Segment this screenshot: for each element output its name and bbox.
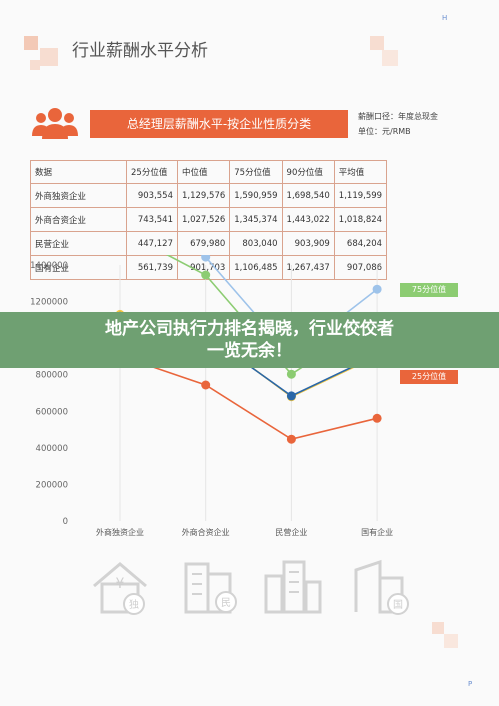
data-point <box>286 434 296 444</box>
decor-square <box>382 50 398 66</box>
table-cell: 903,909 <box>281 231 335 256</box>
decor-square <box>40 48 58 66</box>
currency-unit: 单位：元/RMB <box>358 127 411 136</box>
x-tick-label: 外商合资企业 <box>182 527 230 537</box>
table-cell: 561,739 <box>126 255 178 280</box>
row-label: 外商合资企业 <box>30 207 127 232</box>
column-header: 中位值 <box>176 160 231 184</box>
column-header: 25分位值 <box>126 160 178 184</box>
table-header-row: 数据 25分位值 中位值 75分位值 90分位值 平均值 <box>30 160 388 184</box>
table-cell: 684,204 <box>333 231 388 256</box>
badge-text: 独 <box>129 598 139 611</box>
table-cell: 907,086 <box>333 255 388 280</box>
table-cell: 1,027,526 <box>176 207 231 232</box>
section-banner: 总经理层薪酬水平-按企业性质分类 <box>90 110 348 138</box>
header-mark: H <box>442 14 448 22</box>
table-row: 国有企业 561,739 901,703 1,106,485 1,267,437… <box>30 255 388 280</box>
table-row: 外商合资企业 743,541 1,027,526 1,345,374 1,443… <box>30 207 388 232</box>
data-point <box>201 255 211 262</box>
banner-title: 总经理层薪酬水平-按企业性质分类 <box>126 117 312 131</box>
y-tick-label: 200000 <box>36 480 68 490</box>
x-tick-label: 外商独资企业 <box>96 527 144 537</box>
headline-line-2: 一览无余！ <box>207 341 292 361</box>
table-cell: 803,040 <box>229 231 283 256</box>
row-label: 外商独资企业 <box>30 183 127 208</box>
table-cell: 743,541 <box>126 207 178 232</box>
table-cell: 1,590,959 <box>229 183 283 208</box>
data-point <box>201 270 211 280</box>
city-icon <box>264 560 322 614</box>
column-header: 数据 <box>30 160 127 184</box>
table-cell: 1,119,599 <box>333 183 388 208</box>
state-building-icon: 国 <box>354 559 409 615</box>
row-label: 民营企业 <box>30 231 127 256</box>
y-tick-label: 600000 <box>36 407 68 417</box>
table-cell: 903,554 <box>126 183 178 208</box>
y-tick-label: 1400000 <box>30 261 68 271</box>
data-point <box>201 380 211 390</box>
salary-caliber: 薪酬口径：年度总现金 <box>358 112 438 121</box>
building-icon: 民 <box>184 562 237 614</box>
svg-text:¥: ¥ <box>116 576 125 592</box>
column-header: 平均值 <box>333 160 388 184</box>
badge-text: 国 <box>393 599 403 611</box>
salary-line-chart: 0200000400000600000800000100000012000001… <box>30 255 393 537</box>
series-line <box>119 355 378 441</box>
row-label: 国有企业 <box>30 255 127 280</box>
y-tick-label: 1200000 <box>30 298 68 308</box>
x-tick-label: 国有企业 <box>361 527 393 537</box>
page-title: 行业薪酬水平分析 <box>72 41 208 61</box>
table-row: 民营企业 447,127 679,980 803,040 903,909 684… <box>30 231 388 256</box>
decor-square <box>30 60 40 70</box>
y-tick-label: 800000 <box>36 371 68 381</box>
table-row: 外商独资企业 903,554 1,129,576 1,590,959 1,698… <box>30 183 388 208</box>
yen-house-icon: ¥ 独 <box>93 562 147 615</box>
headline-title: 地产公司执行力排名揭晓，行业佼佼者 一览无余！ <box>0 318 499 362</box>
salary-table: 数据 25分位值 中位值 75分位值 90分位值 平均值 外商独资企业 903,… <box>30 160 388 280</box>
badge-text: 民 <box>221 597 231 609</box>
legend-item: 25分位值 <box>400 370 458 384</box>
data-point <box>372 413 382 423</box>
data-point <box>372 284 382 294</box>
y-tick-label: 400000 <box>36 444 68 454</box>
table-cell: 1,129,576 <box>176 183 231 208</box>
decor-square <box>24 36 38 50</box>
column-header: 75分位值 <box>229 160 283 184</box>
x-tick-label: 民营企业 <box>275 527 307 537</box>
table-cell: 1,345,374 <box>229 207 283 232</box>
table-cell: 679,980 <box>176 231 231 256</box>
legend-item: 75分位值 <box>400 283 458 297</box>
decor-square <box>370 36 384 50</box>
decor-square <box>432 622 444 634</box>
page-mark: P <box>468 680 473 688</box>
people-group-icon <box>32 108 78 139</box>
table-cell: 1,443,022 <box>281 207 335 232</box>
table-cell: 1,106,485 <box>229 255 283 280</box>
column-header: 90分位值 <box>281 160 335 184</box>
table-cell: 447,127 <box>126 231 178 256</box>
headline-line-1: 地产公司执行力排名揭晓，行业佼佼者 <box>105 319 394 339</box>
y-tick-label: 0 <box>63 517 68 527</box>
data-point <box>286 369 296 379</box>
table-cell: 1,018,824 <box>333 207 388 232</box>
data-point <box>286 391 296 401</box>
table-cell: 1,267,437 <box>281 255 335 280</box>
table-cell: 1,698,540 <box>281 183 335 208</box>
decor-square <box>444 634 458 648</box>
headline-overlay: 地产公司执行力排名揭晓，行业佼佼者 一览无余！ <box>0 312 499 368</box>
